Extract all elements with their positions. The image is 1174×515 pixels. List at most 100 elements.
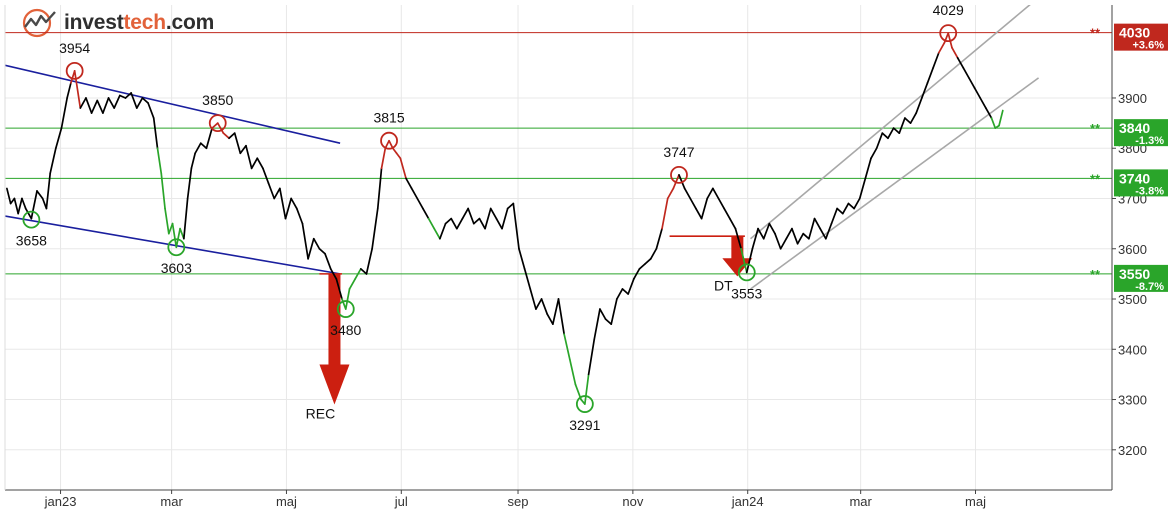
price-segment — [751, 227, 759, 250]
price-segment — [956, 56, 965, 69]
price-segment — [262, 167, 270, 185]
level-stars: ** — [1090, 171, 1101, 186]
price-segment — [324, 252, 332, 270]
price-segment — [552, 298, 560, 325]
investtech-logo[interactable]: investtech.com — [22, 8, 214, 38]
trend-line — [5, 215, 341, 275]
y-tick-label: 3500 — [1118, 292, 1147, 307]
chart-grid — [5, 5, 1112, 490]
x-tick-label: sep — [508, 494, 529, 509]
extreme-label: 3747 — [663, 144, 694, 160]
axes — [4, 5, 1113, 491]
price-segment — [118, 94, 127, 99]
price-segment — [164, 207, 170, 235]
price-segment — [951, 46, 959, 59]
price-segment — [24, 207, 33, 220]
price-segment — [644, 257, 652, 265]
price-segment — [501, 207, 509, 230]
level-tag-value: 3840 — [1119, 120, 1150, 136]
level-tag-box — [1114, 23, 1168, 51]
level-tag-value: 3740 — [1119, 170, 1150, 186]
price-segment — [239, 144, 247, 155]
price-segment — [853, 197, 861, 210]
logo-wordmark: investtech.com — [64, 11, 215, 34]
price-segment — [512, 202, 520, 250]
price-segment — [399, 157, 407, 180]
price-segment — [60, 97, 68, 129]
price-segment — [21, 197, 27, 210]
signal-label: DT — [714, 277, 733, 293]
price-segment — [621, 288, 630, 295]
price-segment — [211, 122, 219, 129]
level-stars: ** — [1090, 267, 1101, 282]
price-segment — [881, 132, 889, 140]
price-segment — [410, 187, 419, 200]
price-segment — [998, 109, 1004, 127]
price-segment — [160, 172, 166, 210]
price-segment — [841, 202, 850, 215]
extreme-label: 3291 — [569, 417, 600, 433]
price-segment — [284, 197, 293, 220]
price-segment — [427, 217, 436, 230]
extreme-circle — [65, 61, 84, 80]
price-segment — [371, 207, 379, 250]
price-segment — [318, 247, 326, 255]
price-segment — [190, 152, 196, 170]
x-tick-label: jul — [394, 494, 408, 509]
price-segment — [450, 217, 458, 230]
price-segment — [706, 187, 714, 200]
extreme-label: 3480 — [330, 322, 361, 338]
trend-line — [750, 5, 1031, 240]
price-segment — [205, 127, 213, 150]
price-segment — [568, 358, 577, 386]
price-segment — [774, 232, 782, 250]
price-segment — [712, 187, 720, 200]
price-segment — [661, 197, 669, 230]
x-tick-label: jan24 — [731, 494, 764, 509]
x-axis: jan23 mar maj jul sep nov jan24 maj mar — [44, 490, 986, 509]
price-segment — [734, 227, 742, 250]
extreme-circle — [22, 210, 41, 229]
extreme-circle — [208, 114, 227, 133]
price-segment — [216, 122, 225, 135]
price-segment — [666, 187, 675, 200]
level-stars: ** — [1090, 26, 1101, 41]
price-segment — [405, 177, 413, 190]
level-tag-box — [1114, 169, 1168, 197]
price-segment — [813, 217, 822, 230]
price-segment — [102, 97, 110, 114]
price-segment — [135, 97, 144, 109]
price-segment — [898, 117, 906, 135]
x-tick-label: maj — [965, 494, 986, 509]
price-segment — [563, 333, 571, 361]
price-segment — [222, 132, 230, 140]
level-tag-box — [1114, 119, 1168, 147]
price-segment — [836, 207, 844, 215]
x-tick-label: jan23 — [44, 494, 77, 509]
price-segment — [130, 92, 138, 109]
extreme-label: 3815 — [373, 110, 404, 126]
price-segment — [875, 132, 884, 150]
y-tick-label: 3900 — [1118, 91, 1147, 106]
price-segment — [785, 227, 793, 240]
price-segment — [689, 197, 697, 210]
price-segment — [870, 147, 878, 160]
price-segment — [540, 298, 549, 315]
price-segment — [740, 247, 748, 274]
level-tag-box — [1114, 264, 1168, 292]
price-segment — [461, 207, 469, 220]
price-segment — [506, 202, 515, 210]
price-segment — [416, 197, 424, 210]
price-segment — [921, 82, 929, 99]
price-segment — [194, 142, 202, 155]
price-segment — [301, 222, 309, 260]
price-segment — [391, 147, 398, 155]
price-segment — [354, 268, 362, 280]
price-segment — [49, 147, 57, 175]
price-segment — [30, 190, 38, 220]
price-segment — [422, 207, 430, 220]
y-tick-label: 3300 — [1118, 393, 1147, 408]
price-segment — [395, 152, 402, 160]
price-segment — [745, 247, 754, 274]
price-segment — [444, 217, 453, 225]
